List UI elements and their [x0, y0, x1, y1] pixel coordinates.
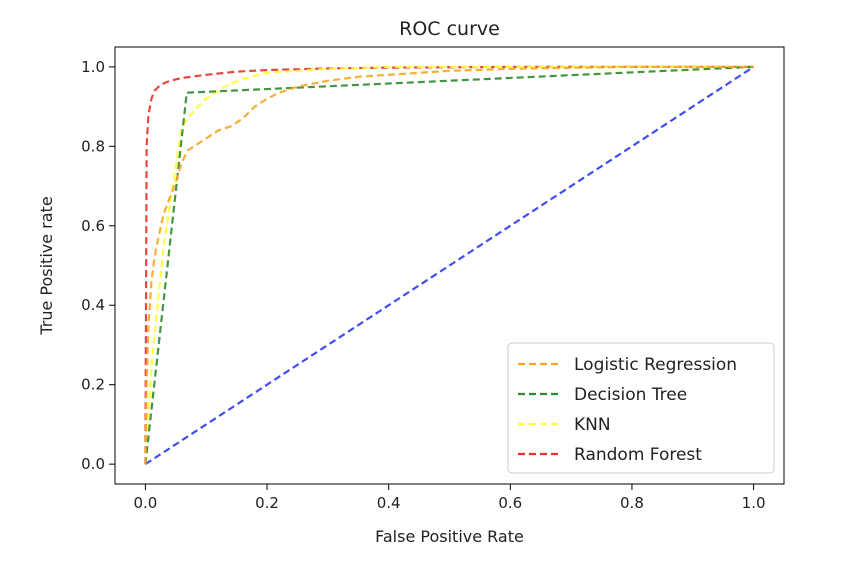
legend-label-logistic-regression: Logistic Regression [574, 355, 737, 375]
legend-label-decision-tree: Decision Tree [574, 385, 687, 405]
y-tick-label: 0.2 [81, 376, 105, 394]
legend-label-knn: KNN [574, 415, 611, 435]
y-axis-ticks: 0.0 0.2 0.4 0.6 0.8 1.0 [81, 58, 115, 473]
series-line-logistic-regression [144, 65, 754, 465]
x-tick-label: 0.8 [620, 494, 644, 512]
x-axis-label: False Positive Rate [375, 527, 524, 546]
x-tick-label: 0.6 [498, 494, 522, 512]
chart-title: ROC curve [399, 18, 500, 40]
legend: Logistic Regression Decision Tree KNN Rando… [507, 342, 775, 474]
x-tick-label: 1.0 [742, 494, 766, 512]
y-tick-label: 0.6 [81, 217, 105, 235]
y-axis-label: True Positive rate [37, 196, 56, 335]
series-line-chance-diagonal [144, 65, 755, 466]
x-tick-label: 0.4 [377, 494, 401, 512]
x-tick-label: 0.2 [255, 494, 279, 512]
legend-box [507, 342, 775, 474]
y-tick-label: 0.4 [81, 296, 105, 314]
legend-label-random-forest: Random Forest [574, 445, 702, 465]
x-tick-label: 0.0 [133, 494, 157, 512]
series-line-random-forest [144, 65, 754, 465]
series-line-knn [144, 65, 754, 465]
y-tick-label: 0.0 [81, 455, 105, 473]
y-tick-label: 1.0 [81, 58, 105, 76]
series-line-decision-tree [144, 65, 754, 465]
x-axis-ticks: 0.0 0.2 0.4 0.6 0.8 1.0 [133, 484, 766, 512]
y-tick-label: 0.8 [81, 137, 105, 155]
series-lines [144, 65, 755, 466]
